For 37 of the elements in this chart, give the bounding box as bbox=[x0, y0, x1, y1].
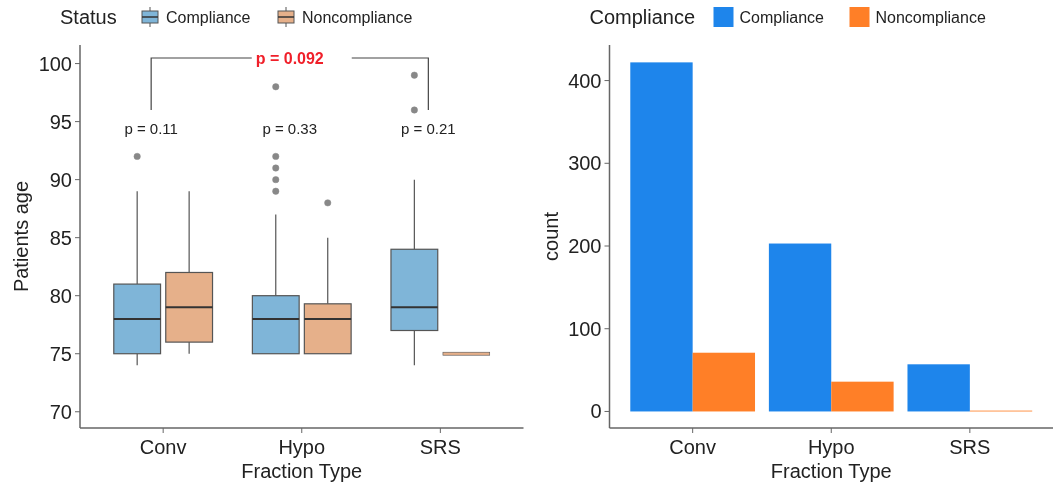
y-tick-label: 85 bbox=[49, 226, 72, 249]
y-tick-label: 90 bbox=[49, 168, 72, 191]
x-tick-label: Hypo bbox=[807, 436, 855, 458]
bar bbox=[768, 243, 832, 412]
legend-label: Noncompliance bbox=[875, 9, 986, 26]
y-tick-label: 70 bbox=[49, 400, 72, 423]
y-tick-label: 200 bbox=[568, 235, 602, 258]
x-axis-title: Fraction Type bbox=[770, 460, 892, 482]
y-tick-label: 0 bbox=[590, 400, 602, 423]
y-axis-title: count bbox=[539, 211, 562, 261]
annotation: p = 0.33 bbox=[262, 120, 318, 138]
bar bbox=[907, 364, 970, 412]
y-tick-label: 95 bbox=[49, 110, 72, 133]
y-tick-label: 400 bbox=[568, 69, 602, 92]
x-tick-label: SRS bbox=[419, 436, 461, 458]
annotation: p = 0.092 bbox=[255, 49, 324, 67]
x-tick-label: SRS bbox=[949, 436, 991, 458]
y-tick-label: 300 bbox=[568, 152, 602, 175]
legend-label: Noncompliance bbox=[302, 9, 413, 26]
y-tick-label: 75 bbox=[49, 342, 72, 365]
x-tick-label: Conv bbox=[669, 436, 717, 458]
x-tick-label: Conv bbox=[139, 436, 187, 458]
legend-label: Compliance bbox=[739, 9, 825, 26]
bar bbox=[692, 352, 756, 412]
x-tick-label: Hypo bbox=[278, 436, 326, 458]
bar bbox=[831, 381, 894, 412]
y-tick-label: 100 bbox=[568, 317, 602, 340]
y-tick-label: 80 bbox=[49, 284, 72, 307]
annotation: p = 0.11 bbox=[124, 120, 178, 138]
y-axis-title: Patients age bbox=[10, 180, 32, 293]
legend-title: Status bbox=[60, 6, 117, 28]
bar bbox=[630, 62, 693, 412]
x-axis-title: Fraction Type bbox=[241, 460, 363, 482]
annotation: p = 0.21 bbox=[401, 120, 456, 138]
legend-title: Compliance bbox=[589, 6, 696, 28]
y-tick-label: 100 bbox=[38, 52, 72, 75]
legend-label: Compliance bbox=[166, 9, 251, 26]
